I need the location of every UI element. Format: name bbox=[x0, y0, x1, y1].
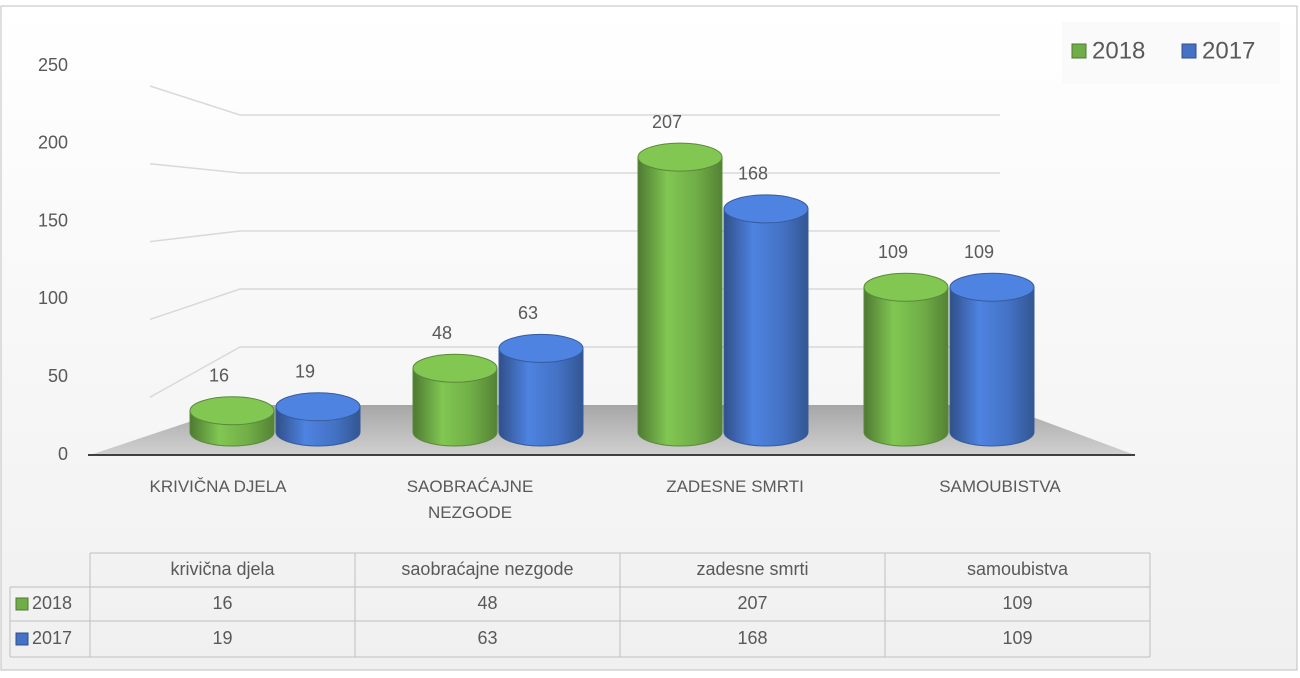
data-table bbox=[9, 552, 1151, 658]
bar bbox=[498, 347, 584, 447]
bar-top bbox=[863, 272, 949, 302]
table-cell: 168 bbox=[737, 628, 767, 648]
bar-top bbox=[637, 142, 723, 172]
y-tick-label: 150 bbox=[38, 210, 68, 230]
grid-line bbox=[149, 163, 1000, 174]
table-cell: 19 bbox=[212, 628, 232, 648]
table-legend-swatch bbox=[15, 632, 29, 646]
legend-swatch bbox=[1181, 43, 1197, 59]
table-header: zadesne smrti bbox=[696, 559, 808, 579]
y-tick-label: 0 bbox=[58, 444, 68, 464]
bar-top bbox=[949, 272, 1035, 302]
x-tick-label-box: SAOBRAĆAJNE NEZGODE bbox=[406, 477, 534, 522]
data-label: 168 bbox=[738, 164, 768, 184]
bar bbox=[412, 367, 498, 447]
bar-top bbox=[412, 353, 498, 383]
table-cell: 48 bbox=[477, 593, 497, 613]
bar-top bbox=[189, 396, 275, 426]
bar bbox=[949, 286, 1035, 447]
bar-top bbox=[723, 194, 809, 224]
legend-swatch bbox=[1071, 43, 1087, 59]
data-label: 109 bbox=[878, 242, 908, 262]
table-header: krivična djela bbox=[170, 559, 275, 579]
x-tick-label: SAMOUBISTVA bbox=[939, 477, 1061, 496]
bar-top bbox=[275, 392, 361, 422]
grid-line bbox=[149, 85, 1000, 116]
data-label: 207 bbox=[652, 112, 682, 132]
x-tick-label: ZADESNE SMRTI bbox=[666, 477, 804, 496]
table-header: samoubistva bbox=[967, 559, 1069, 579]
data-label: 19 bbox=[295, 362, 315, 382]
y-tick-label: 50 bbox=[48, 366, 68, 386]
legend-box bbox=[1062, 22, 1280, 84]
x-tick-label-box: KRIVIČNA DJELA bbox=[149, 477, 287, 496]
table-cell: 16 bbox=[212, 593, 232, 613]
bars bbox=[189, 142, 1035, 447]
x-tick-label-box: ZADESNE SMRTI bbox=[666, 477, 804, 496]
table-cell: 109 bbox=[1002, 593, 1032, 613]
bar bbox=[723, 208, 809, 447]
table-row-label: 2018 bbox=[32, 593, 72, 613]
data-label: 63 bbox=[518, 303, 538, 323]
y-tick-label: 250 bbox=[38, 55, 68, 75]
y-tick-label: 100 bbox=[38, 288, 68, 308]
x-tick-label: SAOBRAĆAJNE NEZGODE bbox=[406, 477, 534, 522]
legend-label: 2017 bbox=[1202, 37, 1255, 64]
table-row-label: 2017 bbox=[32, 628, 72, 648]
table-cell: 63 bbox=[477, 628, 497, 648]
bar-top bbox=[498, 333, 584, 363]
x-tick-label-box: SAMOUBISTVA bbox=[939, 477, 1061, 496]
data-label: 48 bbox=[432, 323, 452, 343]
table-legend-swatch bbox=[15, 597, 29, 611]
legend-label: 2018 bbox=[1092, 37, 1145, 64]
x-tick-label: KRIVIČNA DJELA bbox=[149, 477, 287, 496]
data-label: 16 bbox=[209, 366, 229, 386]
table-cell: 109 bbox=[1002, 628, 1032, 648]
data-label: 109 bbox=[964, 242, 994, 262]
y-tick-label: 200 bbox=[38, 133, 68, 153]
bar bbox=[863, 286, 949, 447]
bar bbox=[637, 156, 723, 447]
table-header: saobraćajne nezgode bbox=[401, 559, 573, 579]
table-cell: 207 bbox=[737, 593, 767, 613]
